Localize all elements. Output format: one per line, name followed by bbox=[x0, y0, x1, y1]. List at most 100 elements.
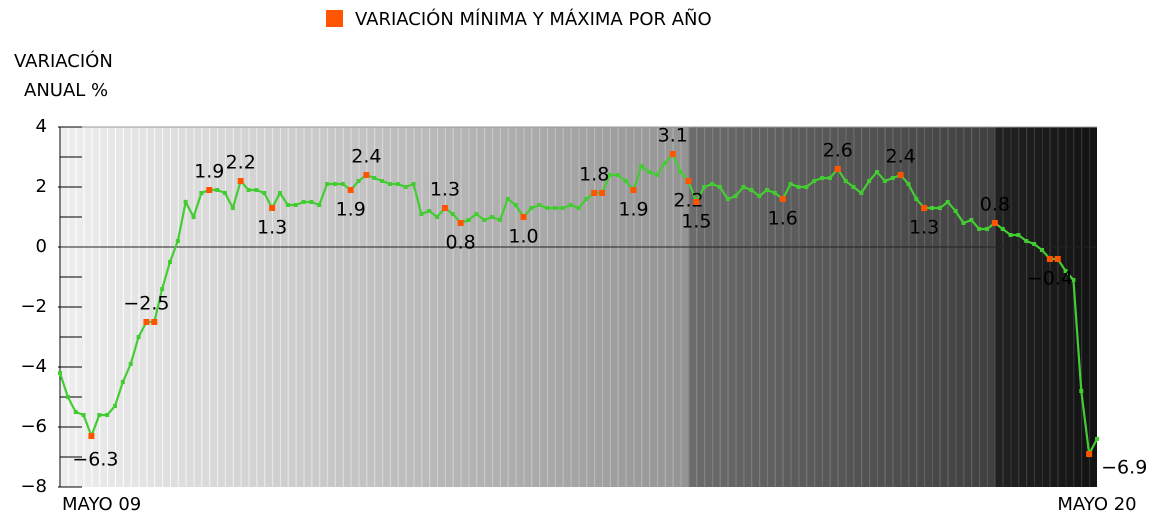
stripe bbox=[122, 127, 131, 487]
point bbox=[741, 185, 746, 189]
extreme-marker bbox=[630, 187, 637, 193]
point bbox=[97, 413, 102, 417]
stripe bbox=[649, 127, 658, 487]
stripe bbox=[1026, 127, 1035, 487]
stripe bbox=[311, 127, 320, 487]
point bbox=[615, 173, 620, 177]
value-label: 1.6 bbox=[768, 208, 798, 230]
stripe bbox=[790, 127, 799, 487]
stripe bbox=[704, 127, 713, 487]
point bbox=[914, 197, 919, 201]
stripe bbox=[468, 127, 477, 487]
stripe bbox=[91, 127, 100, 487]
stripe bbox=[853, 127, 862, 487]
point bbox=[757, 194, 762, 198]
point bbox=[387, 182, 392, 186]
point bbox=[199, 191, 204, 195]
y-tick-label: −8 bbox=[20, 476, 47, 497]
point bbox=[851, 185, 856, 189]
stripe bbox=[547, 127, 555, 487]
stripe bbox=[735, 127, 744, 487]
legend-swatch bbox=[326, 10, 343, 27]
point bbox=[254, 188, 259, 192]
stripe bbox=[759, 127, 768, 487]
extreme-marker bbox=[151, 319, 158, 325]
point bbox=[1040, 248, 1045, 252]
point bbox=[395, 182, 400, 186]
stripe bbox=[507, 127, 516, 487]
extreme-marker bbox=[1046, 256, 1053, 262]
stripe bbox=[932, 127, 940, 487]
point bbox=[191, 215, 196, 219]
stripe bbox=[279, 127, 288, 487]
stripe bbox=[743, 127, 752, 487]
value-label: −6.9 bbox=[1101, 457, 1147, 479]
point bbox=[160, 287, 165, 291]
stripe bbox=[1018, 127, 1027, 487]
point bbox=[717, 185, 722, 189]
point bbox=[1008, 233, 1013, 237]
extreme-marker bbox=[237, 178, 244, 184]
stripe bbox=[342, 127, 351, 487]
stripe bbox=[107, 127, 115, 487]
point bbox=[505, 197, 510, 201]
stripe bbox=[389, 127, 398, 487]
point bbox=[450, 212, 455, 216]
stripe bbox=[1081, 127, 1090, 487]
x-tick-label: MAYO 09 bbox=[62, 494, 141, 515]
point bbox=[772, 191, 777, 195]
point bbox=[340, 182, 345, 186]
stripe bbox=[272, 127, 280, 487]
point bbox=[749, 188, 754, 192]
point bbox=[639, 164, 644, 168]
point bbox=[545, 206, 550, 210]
stripe bbox=[971, 127, 980, 487]
stripe bbox=[217, 127, 225, 487]
stripe bbox=[444, 127, 453, 487]
stripe bbox=[680, 127, 689, 487]
stripe bbox=[327, 127, 335, 487]
stripe bbox=[696, 127, 705, 487]
stripe bbox=[869, 127, 878, 487]
stripe bbox=[232, 127, 241, 487]
point bbox=[537, 203, 542, 207]
value-label: 1.9 bbox=[336, 199, 366, 221]
extreme-marker bbox=[206, 187, 213, 193]
stripe bbox=[405, 127, 414, 487]
value-label: 3.1 bbox=[658, 125, 688, 147]
point bbox=[985, 227, 990, 231]
extreme-marker bbox=[834, 166, 841, 172]
stripe bbox=[939, 127, 948, 487]
point bbox=[356, 179, 361, 183]
stripe bbox=[727, 127, 736, 487]
stripe bbox=[397, 127, 406, 487]
stripe bbox=[1010, 127, 1019, 487]
value-label: 2.4 bbox=[885, 146, 915, 168]
point bbox=[529, 206, 534, 210]
stripe bbox=[767, 127, 775, 487]
extreme-marker bbox=[1086, 451, 1093, 457]
value-label: 1.3 bbox=[430, 179, 460, 201]
y-tick-label: 2 bbox=[36, 176, 47, 197]
point bbox=[576, 206, 581, 210]
stripe bbox=[1002, 127, 1011, 487]
extreme-marker bbox=[921, 205, 928, 211]
point bbox=[58, 371, 62, 375]
y-tick-label: 0 bbox=[36, 236, 47, 257]
stripe bbox=[625, 127, 634, 487]
stripe bbox=[334, 127, 343, 487]
point bbox=[105, 413, 110, 417]
point bbox=[607, 173, 612, 177]
stripe bbox=[224, 127, 233, 487]
point bbox=[309, 200, 314, 204]
stripe bbox=[499, 127, 508, 487]
point bbox=[945, 200, 950, 204]
stripe bbox=[578, 127, 587, 487]
stripe bbox=[751, 127, 760, 487]
point bbox=[435, 215, 440, 219]
point bbox=[497, 218, 502, 222]
point bbox=[112, 404, 117, 408]
point bbox=[175, 239, 180, 243]
point bbox=[277, 191, 282, 195]
stripe bbox=[256, 127, 265, 487]
